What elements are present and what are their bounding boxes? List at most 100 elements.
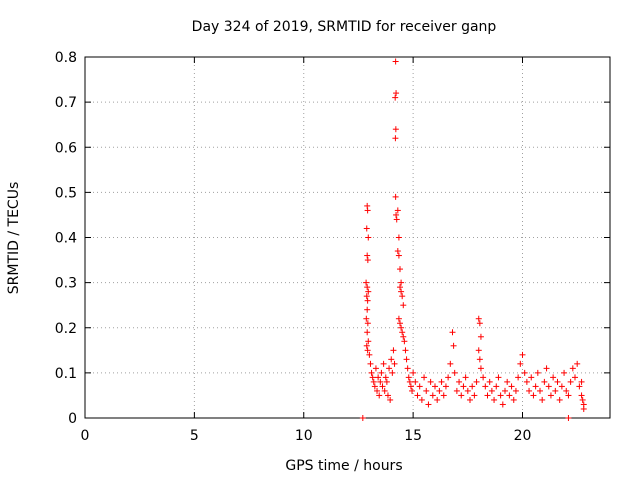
plot-frame — [84, 56, 611, 419]
data-point — [432, 383, 438, 390]
data-point — [512, 387, 519, 394]
data-point — [405, 374, 412, 381]
data-point — [382, 374, 389, 381]
data-point — [477, 333, 484, 340]
data-point — [486, 378, 493, 385]
data-point — [458, 392, 465, 399]
y-tick-label: 0.7 — [55, 95, 77, 111]
data-point — [526, 387, 533, 394]
y-tick-label: 0.3 — [55, 276, 77, 292]
data-point — [539, 396, 546, 403]
data-point — [550, 374, 557, 381]
data-point — [578, 392, 585, 399]
data-point — [392, 193, 399, 200]
data-point — [387, 396, 394, 403]
data-point — [541, 378, 548, 385]
data-point — [412, 378, 419, 385]
data-point — [475, 315, 482, 322]
data-point — [504, 378, 511, 385]
data-point — [506, 392, 513, 399]
data-point — [365, 338, 372, 345]
data-point — [449, 329, 456, 336]
data-point — [364, 252, 371, 259]
data-point — [400, 302, 407, 309]
data-point — [436, 387, 443, 394]
grid — [85, 57, 610, 418]
data-point — [364, 329, 371, 336]
data-point — [399, 293, 406, 300]
data-point — [464, 387, 471, 394]
data-point — [482, 383, 489, 390]
data-point — [374, 387, 381, 394]
data-point — [391, 360, 398, 367]
data-point — [469, 383, 476, 390]
data-point — [410, 369, 417, 376]
data-point — [537, 387, 543, 394]
data-point — [397, 320, 403, 327]
data-point — [491, 396, 498, 403]
data-point — [423, 387, 430, 394]
data-point — [427, 378, 434, 385]
data-point — [543, 365, 550, 372]
x-tick-label: 15 — [404, 428, 422, 444]
x-axis-label: GPS time / hours — [285, 458, 402, 474]
data-point — [364, 257, 371, 264]
data-point — [364, 320, 371, 327]
y-tick-label: 0.2 — [55, 321, 77, 337]
data-point — [565, 392, 572, 399]
data-point — [480, 374, 487, 381]
data-point — [364, 347, 371, 354]
data-point — [366, 351, 373, 358]
data-point — [392, 135, 399, 142]
data-point — [502, 387, 508, 394]
data-point — [372, 365, 379, 372]
data-point — [363, 225, 370, 232]
data-point — [574, 360, 581, 367]
data-point — [395, 234, 402, 241]
data-point — [399, 329, 406, 336]
data-point — [475, 347, 482, 354]
data-points — [359, 58, 587, 421]
data-point — [476, 356, 483, 363]
x-tick-label: 5 — [190, 428, 199, 444]
data-point — [398, 324, 405, 331]
data-point — [495, 374, 502, 381]
data-point — [395, 315, 402, 322]
data-point — [440, 392, 447, 399]
data-point — [499, 401, 506, 408]
data-point — [407, 383, 414, 390]
data-point — [403, 356, 410, 363]
data-point — [572, 374, 578, 381]
data-point — [390, 347, 397, 354]
data-point — [567, 378, 574, 385]
y-tick-label: 0.5 — [55, 185, 77, 201]
data-point — [392, 126, 399, 133]
data-point — [484, 392, 491, 399]
data-point — [367, 360, 374, 367]
data-point — [450, 342, 457, 349]
data-point — [395, 252, 402, 259]
data-point — [370, 378, 377, 385]
data-point — [579, 396, 586, 403]
data-point — [401, 338, 408, 345]
data-point — [404, 365, 411, 372]
data-point — [377, 378, 384, 385]
data-point — [561, 369, 568, 376]
data-point — [547, 392, 554, 399]
data-point — [393, 90, 400, 97]
data-point — [363, 279, 370, 286]
data-point — [508, 383, 515, 390]
data-point — [375, 374, 382, 381]
data-point — [365, 234, 372, 241]
data-point — [530, 392, 537, 399]
data-point — [393, 211, 400, 218]
x-tick-label: 10 — [295, 428, 313, 444]
data-point — [369, 374, 376, 381]
data-point — [565, 415, 572, 421]
data-point — [418, 396, 425, 403]
data-point — [510, 396, 517, 403]
data-point — [528, 374, 535, 381]
data-point — [364, 284, 371, 291]
data-point — [368, 369, 375, 376]
